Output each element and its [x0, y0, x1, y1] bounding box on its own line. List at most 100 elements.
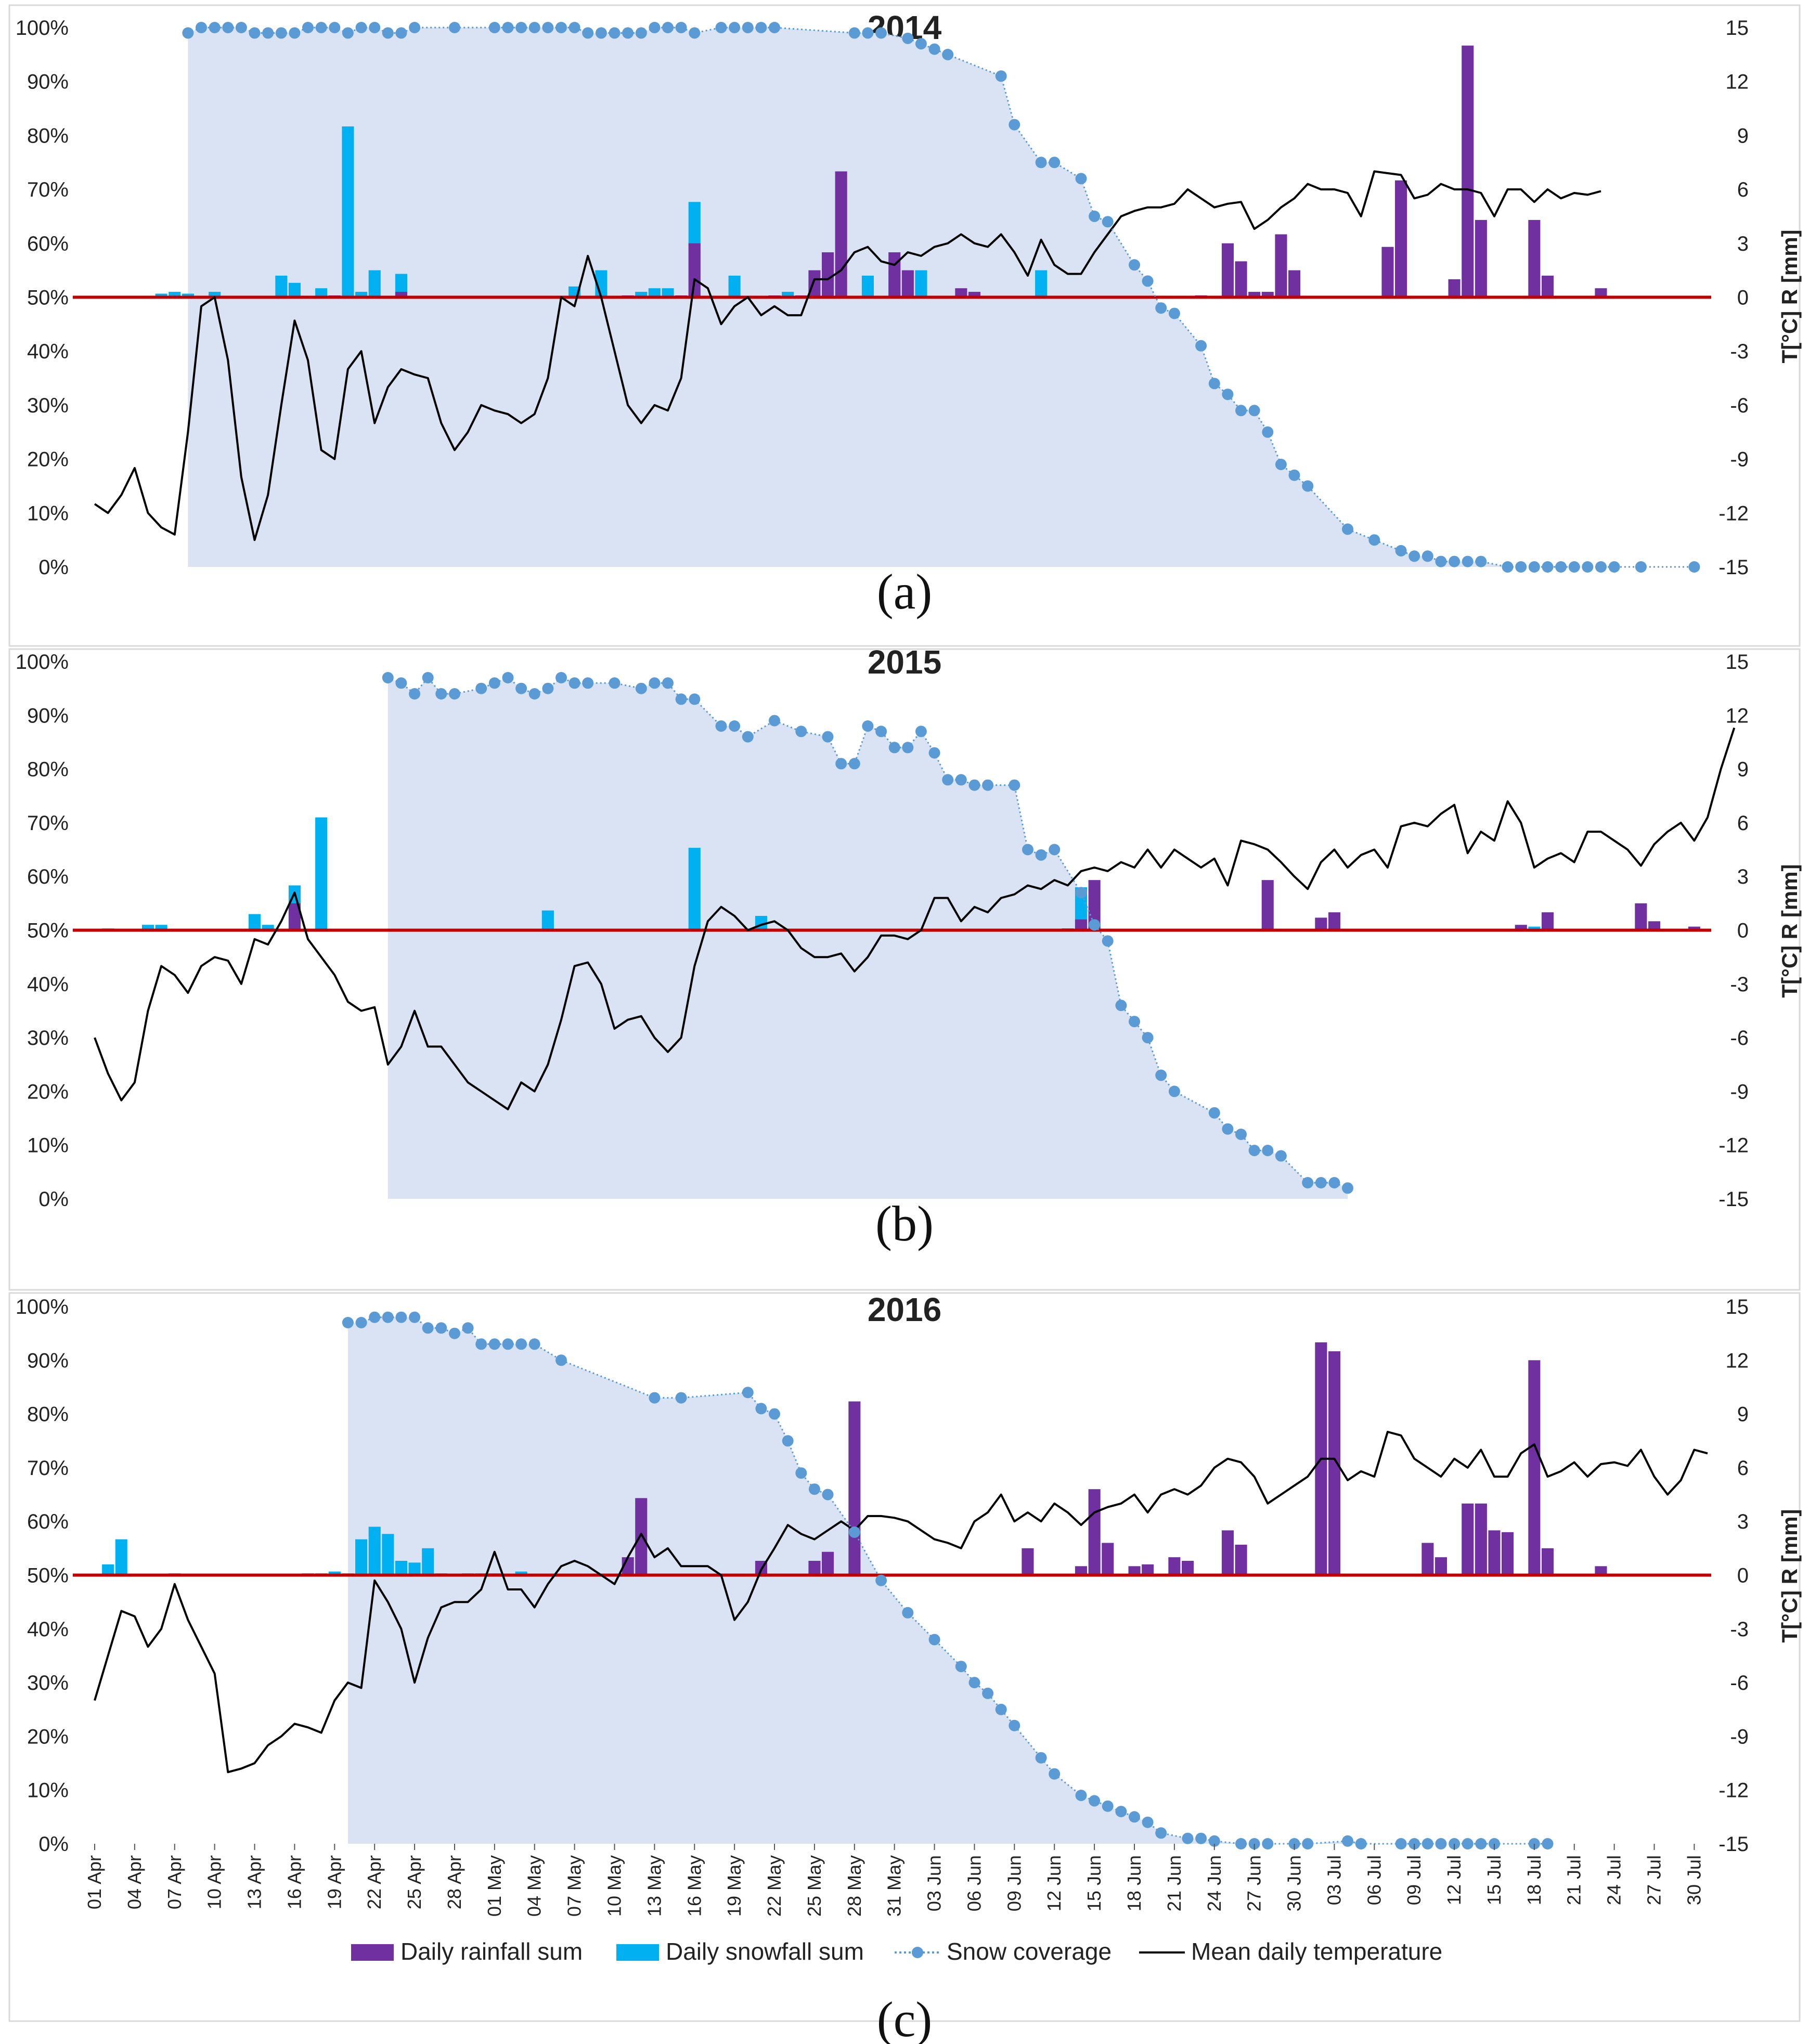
snow-coverage-point [1115, 1000, 1127, 1012]
x-tick-label: 09 Jun [1003, 1855, 1025, 1911]
x-tick-label: 13 Apr [244, 1855, 265, 1909]
y-tick-left: 50% [27, 1564, 69, 1587]
y-tick-left: 0% [38, 1188, 69, 1211]
snow-coverage-point [289, 27, 301, 39]
y-tick-left: 90% [27, 704, 69, 727]
snowfall-bar [422, 1548, 434, 1575]
y-tick-right: 3 [1737, 1510, 1749, 1533]
snow-coverage-point [422, 1322, 434, 1334]
rainfall-bar [822, 252, 834, 297]
x-tick-label: 27 Jun [1244, 1855, 1265, 1911]
snow-coverage-point [382, 27, 394, 39]
rainfall-bar [1128, 1566, 1141, 1575]
snow-coverage-point [1608, 561, 1620, 573]
legend-label-coverage: Snow coverage [947, 1938, 1112, 1965]
snow-coverage-point [769, 1408, 780, 1420]
snow-coverage-point [1302, 1838, 1314, 1849]
snow-coverage-point [555, 672, 567, 683]
snow-coverage-point [355, 22, 367, 33]
x-tick-label: 19 Apr [324, 1855, 345, 1909]
snow-coverage-point [409, 688, 421, 700]
rainfall-bar [1462, 45, 1474, 297]
rainfall-bar [1142, 1564, 1154, 1575]
snow-coverage-point [595, 27, 607, 39]
chart-panel-2016: 2016 (c) 100%90%80%70%60%50%40%30%20%10%… [8, 1291, 1802, 2044]
chart-panel-2014: 2014 (a) 100%90%80%70%60%50%40%30%20%10%… [8, 4, 1802, 647]
y-tick-left: 30% [27, 1027, 69, 1050]
snow-coverage-point [1462, 555, 1474, 567]
snow-coverage-point [329, 22, 341, 33]
snow-coverage-point [1449, 555, 1461, 567]
snow-coverage-point [1262, 1838, 1274, 1849]
x-tick-label: 13 May [643, 1855, 665, 1917]
rainfall-bar [1261, 292, 1274, 297]
snow-coverage-point [235, 22, 247, 33]
snow-coverage-point [1275, 459, 1287, 470]
snowfall-bar [915, 270, 927, 297]
y-tick-right: 0 [1737, 287, 1749, 309]
snow-coverage-point [1129, 259, 1140, 271]
rainfall-bar [1075, 919, 1087, 930]
snow-coverage-point [915, 726, 927, 738]
y-tick-right: -3 [1730, 973, 1749, 996]
rainfall-bar [808, 270, 821, 297]
rainfall-bar [1541, 276, 1554, 297]
snow-coverage-point [1368, 534, 1380, 546]
snow-coverage-point [262, 27, 274, 39]
y-tick-right: 3 [1737, 232, 1749, 255]
y-tick-left: 20% [27, 448, 69, 471]
rainfall-bar [1462, 1503, 1474, 1575]
snow-coverage-point [1182, 1832, 1194, 1844]
snow-coverage-point [1542, 561, 1554, 573]
snow-coverage-point [1275, 1150, 1287, 1162]
snow-coverage-point [1475, 555, 1487, 567]
rainfall-bar [1475, 1503, 1487, 1575]
rainfall-bar [1595, 1566, 1607, 1575]
plot-area [73, 672, 1736, 1199]
snowfall-bar [355, 1539, 368, 1575]
snow-coverage-point [1129, 1016, 1140, 1028]
snow-coverage-point [1208, 1107, 1220, 1119]
snow-coverage-point [435, 1322, 447, 1334]
x-tick-label: 22 Apr [364, 1855, 385, 1909]
snowfall-bar [541, 910, 554, 930]
legend-swatch-snow [616, 1944, 659, 1961]
panel-label: (c) [877, 1991, 933, 2044]
snow-coverage-point [1342, 1835, 1353, 1847]
snow-coverage-point [1502, 561, 1514, 573]
x-tick-label: 25 May [804, 1855, 825, 1917]
snow-coverage-point [275, 27, 287, 39]
rainfall-bar [1221, 243, 1234, 297]
snow-coverage-point [502, 1338, 514, 1350]
right-axis-title: T[°C] R [mm] [1777, 1509, 1802, 1642]
snow-coverage-point [488, 677, 500, 689]
snow-coverage-point [995, 70, 1007, 82]
snow-coverage-point [888, 742, 900, 754]
snow-coverage-point [928, 1634, 940, 1646]
snow-coverage-point [422, 672, 434, 683]
snow-coverage-point [782, 1435, 794, 1447]
snow-coverage-point [1142, 1032, 1154, 1044]
snow-coverage-point [1089, 919, 1101, 931]
snow-coverage-point [369, 1311, 381, 1323]
right-axis-ticks: 15 12 9 6 3 0 -3 -6 -9 -12 -15 [1718, 1296, 1749, 1856]
snow-coverage-point [488, 22, 500, 33]
snow-coverage-point [1355, 1838, 1367, 1849]
snow-coverage-point [555, 22, 567, 33]
snow-coverage-point [689, 693, 701, 705]
snow-coverage-area [347, 1317, 1548, 1844]
x-tick-label: 30 Jul [1683, 1855, 1704, 1905]
snow-coverage-point [369, 22, 381, 33]
snow-coverage-point [1035, 157, 1047, 169]
x-tick-label: 03 Jun [924, 1855, 945, 1911]
rainfall-bar [1088, 880, 1101, 930]
rainfall-bar [1515, 925, 1527, 930]
snow-coverage-point [769, 22, 780, 33]
snow-coverage-point [822, 1489, 834, 1500]
snow-coverage-point [382, 1311, 394, 1323]
rainfall-bar [1235, 1545, 1247, 1575]
snow-coverage-point [928, 43, 940, 55]
snowfall-bar [395, 1561, 407, 1575]
y-tick-right: -12 [1718, 1134, 1749, 1157]
legend-swatch-coverage-dot [912, 1947, 923, 1958]
